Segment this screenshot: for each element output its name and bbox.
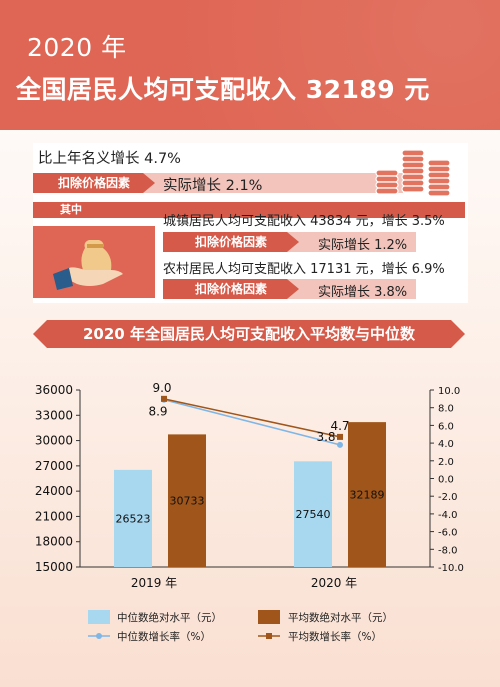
nominal-growth: 比上年名义增长 4.7%	[38, 151, 181, 167]
mean-growth-label: 4.7	[330, 419, 349, 433]
right-axis-tick-label: -2.0	[438, 492, 458, 503]
main-title: 全国居民人均可支配收入 32189 元	[16, 75, 430, 104]
rural-deduct-label: 扣除价格因素	[163, 279, 299, 299]
legend-swatch-mean-bar	[258, 610, 280, 624]
left-axis-tick-label: 36000	[35, 383, 73, 397]
mean-growth-label: 9.0	[152, 381, 171, 395]
rural-income: 农村居民人均可支配收入 17131 元，增长 6.9%	[163, 262, 445, 277]
right-axis-tick-label: 0.0	[438, 475, 454, 486]
urban-deduct-label: 扣除价格因素	[163, 232, 299, 252]
right-axis-tick-label: -8.0	[438, 545, 458, 556]
right-axis-tick-label: 6.0	[438, 421, 454, 432]
coin-stack-icon	[375, 149, 451, 197]
right-axis-tick-label: 2.0	[438, 457, 454, 468]
legend-swatch-mean-line	[258, 633, 280, 639]
median-growth-label: 8.9	[148, 405, 167, 419]
right-axis-tick-label: 8.0	[438, 404, 454, 415]
legend-label-mean-bar: 平均数绝对水平（元）	[288, 612, 393, 624]
x-axis-category-label: 2020 年	[311, 576, 357, 590]
deduct-label: 扣除价格因素	[33, 173, 155, 193]
right-axis-tick-label: 4.0	[438, 439, 454, 450]
right-axis-tick-label: -10.0	[438, 563, 464, 574]
median-bar	[294, 461, 332, 567]
median-bar-label: 27540	[296, 508, 331, 521]
right-axis-tick-label: -4.0	[438, 510, 458, 521]
chart-canvas: 15000 18000 21000 24000 27000 30000 33000 36000…	[35, 381, 464, 590]
mean-growth-point	[337, 433, 343, 440]
x-axis-category-label: 2019 年	[131, 576, 177, 590]
legend-label-mean-line: 平均数增长率（%）	[288, 631, 382, 643]
mean-growth-line	[163, 398, 341, 438]
hand-illustration-box	[33, 226, 155, 298]
left-axis-tick-label: 24000	[35, 484, 73, 498]
mean-bar	[348, 422, 386, 567]
header-banner: 2020 年 全国居民人均可支配收入 32189 元	[0, 0, 500, 130]
year-title: 2020 年	[27, 33, 127, 62]
legend-swatch-median-bar	[88, 610, 110, 624]
mean-bar-label: 30733	[170, 495, 205, 508]
median-bar-label: 26523	[116, 512, 151, 525]
hand-money-bag-icon	[53, 240, 123, 290]
left-axis-tick-label: 33000	[35, 408, 73, 422]
chart-title: 2020 年全国居民人均可支配收入平均数与中位数	[33, 320, 465, 348]
median-bar	[114, 469, 152, 567]
right-axis-tick-label: 10.0	[438, 386, 460, 397]
left-axis-tick-label: 18000	[35, 535, 73, 549]
left-axis-tick-label: 27000	[35, 459, 73, 473]
legend-label-median-line: 中位数增长率（%）	[117, 631, 211, 643]
left-axis-tick-label: 30000	[35, 434, 73, 448]
median-growth-label: 3.8	[316, 430, 335, 444]
mean-bar-label: 32189	[350, 489, 385, 502]
legend-label-median-bar: 中位数绝对水平（元）	[117, 612, 222, 624]
of-which-label: 其中	[60, 203, 82, 216]
mean-growth-point	[161, 395, 167, 402]
left-axis-tick-label: 15000	[35, 560, 73, 574]
median-growth-line	[163, 399, 341, 446]
legend-swatch-median-line	[88, 633, 110, 639]
mean-bar	[168, 434, 206, 567]
real-growth: 实际增长 2.1%	[163, 178, 263, 194]
rural-real-growth: 实际增长 3.8%	[318, 285, 408, 300]
right-axis-tick-label: -6.0	[438, 528, 458, 539]
median-growth-point	[337, 441, 343, 448]
urban-income: 城镇居民人均可支配收入 43834 元，增长 3.5%	[163, 214, 445, 229]
of-which-bar	[33, 202, 465, 218]
urban-real-growth: 实际增长 1.2%	[318, 238, 408, 253]
left-axis-tick-label: 21000	[35, 509, 73, 523]
